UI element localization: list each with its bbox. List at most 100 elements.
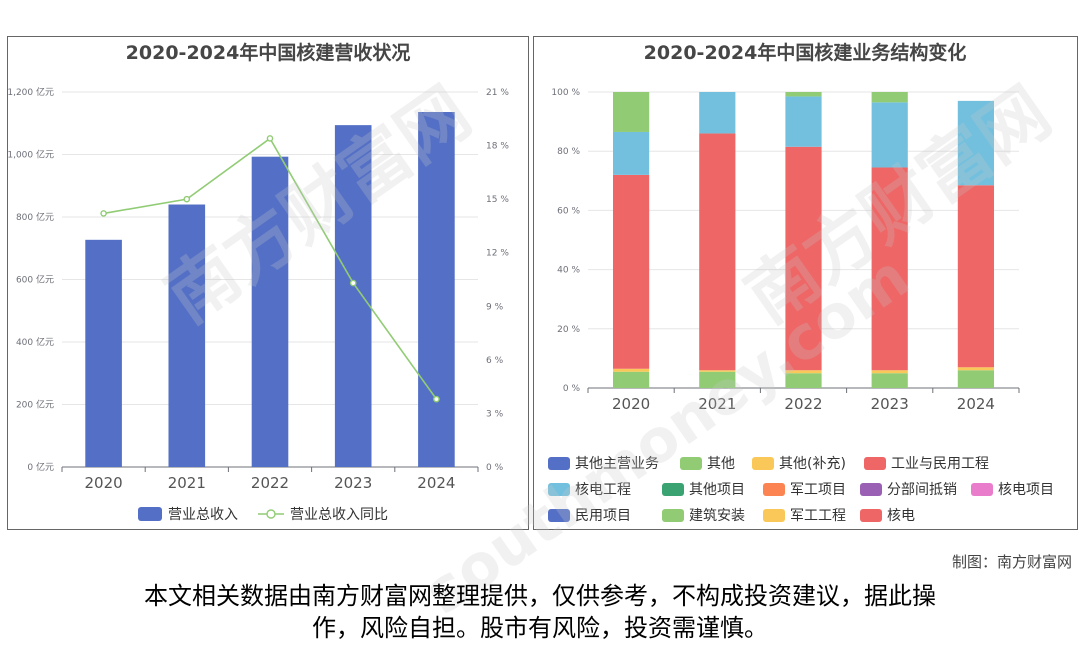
stack-segment xyxy=(699,92,736,134)
stack-segment xyxy=(785,96,822,147)
legend-swatch xyxy=(548,509,570,522)
yoy-point xyxy=(100,210,107,217)
x-tick-label: 2024 xyxy=(957,395,995,413)
y2-tick-label: 3 % xyxy=(486,409,504,419)
y2-tick-label: 0 % xyxy=(486,463,504,473)
legend-label: 民用项目 xyxy=(575,508,631,524)
yoy-point xyxy=(433,395,440,403)
legend-swatch xyxy=(752,457,774,470)
stack-segment xyxy=(612,92,650,132)
yoy-point xyxy=(183,195,191,203)
y2-tick-label: 18 % xyxy=(486,142,509,152)
y-tick-label: 1,200 亿元 xyxy=(8,86,54,98)
chart-credit: 制图：南方财富网 xyxy=(951,553,1072,571)
business-structure-chart: 2020-2024年中国核建业务结构变化 0 % 20 % 40 % 60 % 80 % 1… xyxy=(548,41,1054,524)
y-tick-label: 40 % xyxy=(557,266,580,276)
legend-label: 军工项目 xyxy=(790,482,846,498)
y-tick-label: 600 亿元 xyxy=(16,274,54,286)
disclaimer: 本文相关数据由南方财富网整理提供，仅供参考，不构成投资建议，据此操 作，风险自担… xyxy=(60,580,1020,644)
legend-label: 其他主营业务 xyxy=(575,456,659,472)
stack-segment xyxy=(957,367,995,371)
legend-label-yoy: 营业总收入同比 xyxy=(290,507,388,523)
legend-label: 其他项目 xyxy=(689,482,745,498)
legend-swatch xyxy=(548,457,570,470)
y-tick-label: 60 % xyxy=(557,206,580,216)
y2-tick-label: 6 % xyxy=(486,356,504,366)
legend-swatch xyxy=(860,483,882,496)
legend-swatch xyxy=(971,483,993,496)
stack-segment xyxy=(612,371,650,388)
stack-segment xyxy=(612,131,650,175)
x-tick-label: 2023 xyxy=(334,474,372,492)
legend-label: 核电 xyxy=(887,508,915,524)
stack-segment xyxy=(785,92,822,97)
stack-segment xyxy=(785,146,822,371)
x-tick-label: 2023 xyxy=(871,395,909,413)
y-tick-label: 80 % xyxy=(557,147,580,157)
business-structure-chart-panel: 2020-2024年中国核建业务结构变化 0 % 20 % 40 % 60 % 80 % 1… xyxy=(533,36,1078,530)
y2-tick-label: 21 % xyxy=(486,88,509,98)
disclaimer-line-2: 作，风险自担。股市有风险，投资需谨慎。 xyxy=(312,614,768,642)
y2-tick-label: 12 % xyxy=(486,249,509,259)
stack-segment xyxy=(871,373,908,388)
revenue-bar xyxy=(251,156,289,467)
y-tick-label: 1,000 亿元 xyxy=(8,149,54,161)
revenue-bar xyxy=(168,204,206,467)
y-tick-label: 0 % xyxy=(563,384,581,394)
y-tick-label: 100 % xyxy=(551,88,580,98)
x-tick-label: 2021 xyxy=(698,395,736,413)
y-tick-label: 200 亿元 xyxy=(16,399,54,411)
y-tick-label: 0 亿元 xyxy=(27,461,54,473)
legend-swatch-yoy-point xyxy=(266,509,276,519)
y2-tick-label: 15 % xyxy=(486,195,509,205)
legend-swatch xyxy=(662,483,684,496)
stack-segment xyxy=(871,92,908,103)
stack-segment xyxy=(957,370,995,388)
yoy-point xyxy=(349,279,357,287)
stack-segment xyxy=(785,370,822,374)
revenue-bar xyxy=(418,112,455,467)
revenue-bar xyxy=(85,239,122,467)
x-tick-label: 2020 xyxy=(612,395,650,413)
revenue-chart-panel: 2020-2024年中国核建营收状况 0 亿元 200 亿元 400 亿元 600 亿元… xyxy=(7,36,529,530)
stack-segment xyxy=(699,133,736,371)
legend-label-revenue: 营业总收入 xyxy=(168,507,238,523)
stack-segment xyxy=(699,371,736,388)
y-tick-label: 20 % xyxy=(557,325,580,335)
legend-swatch xyxy=(860,509,882,522)
y-tick-label: 800 亿元 xyxy=(16,211,54,223)
x-tick-label: 2022 xyxy=(251,474,289,492)
legend-swatch xyxy=(662,509,684,522)
legend-swatch xyxy=(548,483,570,496)
legend-swatch-revenue xyxy=(138,507,162,521)
x-tick-label: 2020 xyxy=(85,474,123,492)
stack-segment xyxy=(957,185,995,368)
legend-label: 核电工程 xyxy=(575,482,631,498)
stack-segment xyxy=(871,102,908,168)
stack-segment xyxy=(785,373,822,388)
disclaimer-line-1: 本文相关数据由南方财富网整理提供，仅供参考，不构成投资建议，据此操 xyxy=(144,582,936,610)
revenue-chart: 2020-2024年中国核建营收状况 0 亿元 200 亿元 400 亿元 600 亿元… xyxy=(8,41,509,523)
revenue-bar xyxy=(334,125,372,467)
legend-label: 工业与民用工程 xyxy=(891,456,989,472)
legend-label: 建筑安装 xyxy=(689,508,745,524)
stack-segment xyxy=(699,370,736,372)
legend-swatch xyxy=(864,457,886,470)
stack-segment xyxy=(612,174,650,369)
legend-label: 核电项目 xyxy=(998,482,1054,498)
x-tick-label: 2021 xyxy=(168,474,206,492)
legend-swatch xyxy=(680,457,702,470)
yoy-point xyxy=(266,135,274,142)
x-tick-label: 2024 xyxy=(417,474,455,492)
legend-swatch xyxy=(763,509,785,522)
stack-segment xyxy=(871,370,908,374)
legend-label: 军工工程 xyxy=(790,508,846,524)
y-tick-label: 400 亿元 xyxy=(16,336,54,348)
x-tick-label: 2022 xyxy=(784,395,822,413)
chart-title: 2020-2024年中国核建营收状况 xyxy=(126,41,411,64)
legend-label: 其他 xyxy=(707,456,735,472)
legend-swatch xyxy=(763,483,785,496)
legend-label: 其他(补充) xyxy=(779,456,846,472)
y2-tick-label: 9 % xyxy=(486,302,504,312)
stack-segment xyxy=(612,368,650,372)
